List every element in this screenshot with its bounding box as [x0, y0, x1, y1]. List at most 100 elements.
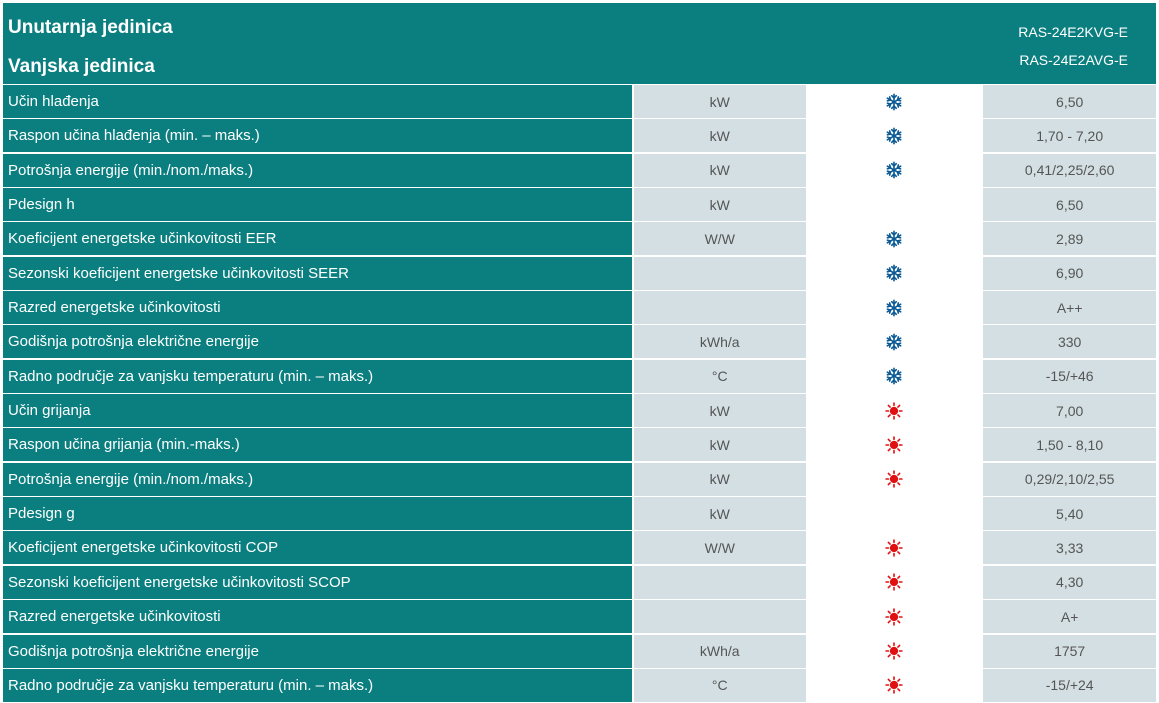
row-label: Sezonski koeficijent energetske učinkovi… [3, 256, 632, 290]
snowflake-icon [885, 93, 903, 111]
row-label: Razred energetske učinkovitosti [3, 600, 632, 634]
snowflake-icon [885, 127, 903, 145]
table-row: Koeficijent energetske učinkovitosti EER… [3, 222, 1157, 256]
row-unit: W/W [633, 222, 806, 256]
indoor-unit-label: Unutarnja jedinica [8, 17, 173, 38]
row-value: 0,29/2,10/2,55 [983, 462, 1157, 496]
sun-icon [885, 607, 904, 626]
snowflake-icon [885, 299, 903, 317]
table-row: Pdesign h kW 6,50 [3, 188, 1157, 222]
row-label: Razred energetske učinkovitosti [3, 291, 632, 325]
mode-cell [807, 462, 982, 496]
mode-cell [807, 359, 982, 393]
row-value: 4,30 [983, 565, 1157, 599]
mode-cell [807, 565, 982, 599]
sun-icon [885, 436, 904, 454]
row-unit: °C [633, 668, 806, 702]
row-label: Koeficijent energetske učinkovitosti EER [3, 222, 632, 256]
mode-cell [807, 153, 982, 187]
row-value: 5,40 [983, 497, 1157, 531]
row-label: Pdesign h [3, 188, 632, 222]
row-unit: kW [633, 497, 806, 531]
table-row: Razred energetske učinkovitosti A+ [3, 600, 1157, 634]
row-label: Pdesign g [3, 497, 632, 531]
outdoor-model: RAS-24E2AVG-E [1019, 52, 1128, 68]
row-value: 7,00 [983, 394, 1157, 428]
row-label: Raspon učina hlađenja (min. – maks.) [3, 119, 632, 153]
table-row: Sezonski koeficijent energetske učinkovi… [3, 565, 1157, 599]
row-value: 2,89 [983, 222, 1157, 256]
sun-icon [885, 573, 904, 592]
table-row: Raspon učina grijanja (min.-maks.) kW 1,50… [3, 428, 1157, 462]
mode-cell [807, 600, 982, 634]
row-value: -15/+46 [983, 359, 1157, 393]
table-row: Koeficijent energetske učinkovitosti COP… [3, 531, 1157, 565]
mode-cell [807, 668, 982, 702]
row-label: Potrošnja energije (min./nom./maks.) [3, 462, 632, 496]
mode-cell [807, 85, 982, 118]
row-value: 1757 [983, 634, 1157, 668]
sun-icon [885, 642, 904, 660]
mode-cell [807, 497, 982, 531]
table-row: Učin grijanja kW 7,00 [3, 394, 1157, 428]
row-value: 3,33 [983, 531, 1157, 565]
snowflake-icon [885, 367, 903, 385]
row-value: 6,50 [983, 85, 1157, 118]
table-row: Potrošnja energije (min./nom./maks.) kW 0,… [3, 153, 1157, 187]
table-header: Unutarnja jedinica Vanjska jedinica RAS-… [3, 3, 1156, 84]
row-unit: W/W [633, 531, 806, 565]
row-value: -15/+24 [983, 668, 1157, 702]
row-unit: kW [633, 394, 806, 428]
row-label: Raspon učina grijanja (min.-maks.) [3, 428, 632, 462]
spec-table: Učin hlađenja kW 6,50 Raspon učina hlađenja… [3, 85, 1157, 703]
row-unit [633, 600, 806, 634]
mode-cell [807, 256, 982, 290]
row-unit: kWh/a [633, 634, 806, 668]
row-value: A+ [983, 600, 1157, 634]
row-value: 1,50 - 8,10 [983, 428, 1157, 462]
row-label: Godišnja potrošnja električne energije [3, 325, 632, 359]
table-row: Pdesign g kW 5,40 [3, 497, 1157, 531]
table-row: Radno područje za vanjsku temperaturu (m… [3, 359, 1157, 393]
mode-cell [807, 119, 982, 153]
row-label: Godišnja potrošnja električne energije [3, 634, 632, 668]
table-row: Razred energetske učinkovitosti A++ [3, 291, 1157, 325]
row-label: Radno područje za vanjsku temperaturu (m… [3, 359, 632, 393]
row-unit: kW [633, 188, 806, 222]
mode-cell [807, 531, 982, 565]
sun-icon [885, 401, 904, 420]
row-unit: °C [633, 359, 806, 393]
row-unit: kW [633, 462, 806, 496]
mode-cell [807, 222, 982, 256]
row-unit: kW [633, 85, 806, 118]
snowflake-icon [885, 333, 903, 351]
snowflake-icon [885, 264, 903, 282]
table-row: Radno područje za vanjsku temperaturu (m… [3, 668, 1157, 702]
row-unit [633, 565, 806, 599]
row-label: Potrošnja energije (min./nom./maks.) [3, 153, 632, 187]
row-unit [633, 291, 806, 325]
row-value: 6,50 [983, 188, 1157, 222]
table-row: Raspon učina hlađenja (min. – maks.) kW 1,… [3, 119, 1157, 153]
mode-cell [807, 325, 982, 359]
row-unit: kW [633, 428, 806, 462]
row-label: Radno područje za vanjsku temperaturu (m… [3, 668, 632, 702]
mode-cell [807, 634, 982, 668]
table-row: Potrošnja energije (min./nom./maks.) kW 0,… [3, 462, 1157, 496]
row-unit: kWh/a [633, 325, 806, 359]
table-row: Učin hlađenja kW 6,50 [3, 85, 1157, 118]
table-row: Godišnja potrošnja električne energije kW… [3, 325, 1157, 359]
mode-cell [807, 428, 982, 462]
snowflake-icon [885, 230, 903, 248]
row-label: Sezonski koeficijent energetske učinkovi… [3, 565, 632, 599]
row-value: 0,41/2,25/2,60 [983, 153, 1157, 187]
row-label: Koeficijent energetske učinkovitosti COP [3, 531, 632, 565]
row-value: 330 [983, 325, 1157, 359]
row-label: Učin hlađenja [3, 85, 632, 118]
row-unit [633, 256, 806, 290]
indoor-model: RAS-24E2KVG-E [1018, 24, 1128, 40]
sun-icon [885, 470, 904, 489]
snowflake-icon [885, 161, 903, 179]
outdoor-unit-label: Vanjska jedinica [8, 56, 155, 77]
